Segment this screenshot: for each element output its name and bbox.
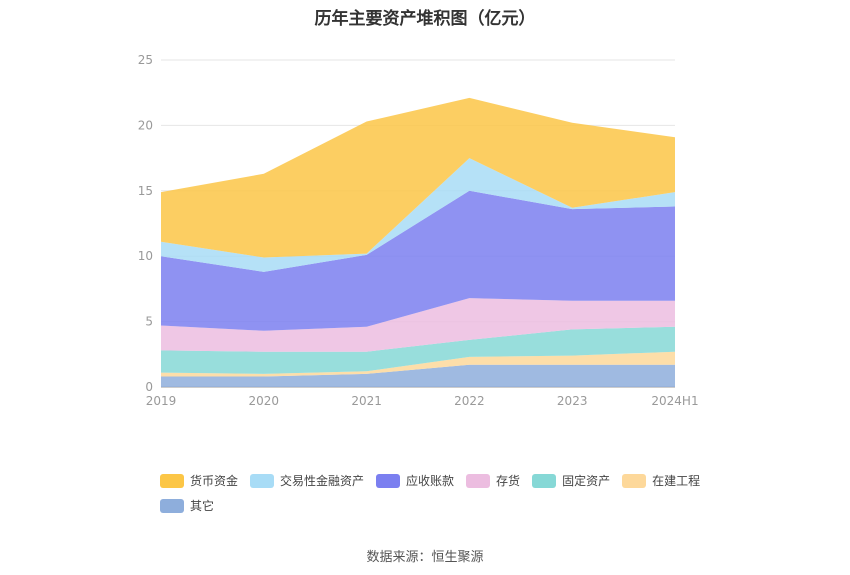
legend-label: 在建工程 (652, 474, 701, 488)
x-tick-label: 2019 (146, 394, 177, 408)
x-tick-label: 2022 (454, 394, 485, 408)
legend-label: 货币资金 (190, 474, 239, 488)
legend-item[interactable]: 固定资产 (532, 472, 610, 489)
legend-item[interactable]: 货币资金 (160, 472, 238, 489)
legend-label: 固定资产 (562, 474, 611, 488)
x-tick-label: 2023 (557, 394, 588, 408)
area-series-交易性金融资产[interactable] (161, 158, 675, 272)
area-series-应收账款[interactable] (161, 190, 675, 331)
y-tick-label: 5 (145, 315, 153, 329)
area-series-在建工程[interactable] (161, 351, 675, 377)
y-tick-label: 20 (138, 118, 153, 132)
legend-swatch (250, 473, 275, 488)
area-series-固定资产[interactable] (161, 326, 675, 374)
y-tick-label: 25 (138, 53, 153, 67)
x-tick-label: 2020 (249, 394, 280, 408)
chart-title: 历年主要资产堆积图（亿元） (314, 9, 536, 29)
legend-swatch (160, 473, 184, 488)
data-source: 数据来源：恒生聚源 (366, 550, 484, 565)
legend-swatch (466, 473, 491, 488)
legend-item[interactable]: 存货 (466, 472, 520, 489)
legend-swatch (376, 473, 401, 488)
legend-item[interactable]: 在建工程 (622, 472, 700, 489)
legend-item[interactable]: 交易性金融资产 (250, 472, 364, 489)
area-series (161, 97, 675, 387)
legend-label: 其它 (190, 499, 215, 513)
legend: 货币资金 交易性金融资产 应收账款 存货 固定资产 在建工程其它 (160, 472, 720, 522)
legend-label: 存货 (496, 474, 521, 488)
area-series-其它[interactable] (161, 364, 675, 387)
y-tick-label: 10 (138, 249, 153, 263)
y-tick-label: 15 (138, 184, 153, 198)
x-tick-label: 2024H1 (651, 394, 698, 408)
area-series-存货[interactable] (161, 298, 675, 352)
area-series-货币资金[interactable] (161, 97, 675, 258)
x-tick-label: 2021 (351, 394, 382, 408)
legend-item[interactable]: 其它 (160, 497, 214, 514)
legend-swatch (532, 473, 557, 488)
legend-swatch (160, 498, 184, 513)
legend-item[interactable]: 应收账款 (376, 472, 454, 489)
legend-label: 交易性金融资产 (280, 474, 365, 488)
legend-swatch (622, 473, 647, 488)
axes: 0 5 10 15 20 25 2019 2020 2021 2022 2023 2024H1 (138, 53, 699, 408)
legend-label: 应收账款 (406, 474, 455, 488)
y-tick-label: 0 (145, 380, 153, 394)
stacked-area-chart: 0 5 10 15 20 25 2019 2020 2021 2022 2023 2024H1 (138, 53, 699, 408)
